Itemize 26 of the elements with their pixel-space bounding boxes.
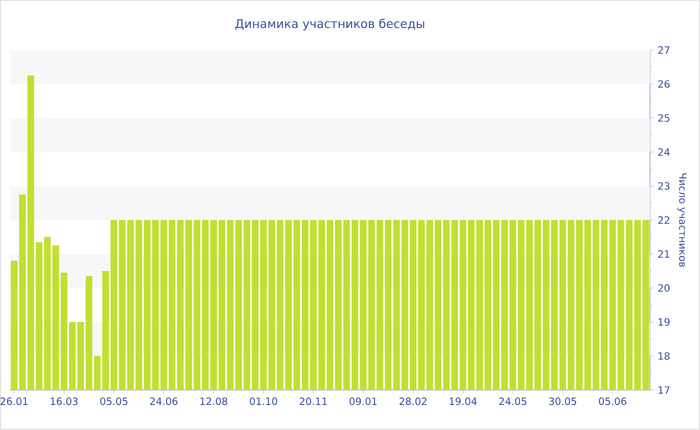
x-tick-label: 26.01: [0, 398, 28, 406]
y-tick-label: 18: [658, 352, 670, 360]
y-tick-label: 23: [658, 182, 670, 190]
y-tick-label: 24: [658, 148, 670, 156]
x-tick-label: 24.05: [499, 398, 526, 406]
x-tick-label: 09.01: [350, 398, 377, 406]
x-tick-label: 12.08: [200, 398, 228, 406]
y-tick-label: 17: [658, 386, 670, 394]
x-tick-label: 24.06: [150, 398, 178, 406]
y-tick-label: 26: [658, 80, 670, 88]
x-tick-label: 20.11: [300, 398, 327, 406]
x-tick-label: 30.05: [549, 398, 576, 406]
y-tick-label: 19: [658, 318, 670, 326]
y-tick-label: 22: [658, 216, 670, 224]
x-tick-label: 05.05: [100, 398, 128, 406]
y-tick-label: 20: [658, 284, 670, 292]
y-axis-title: Число участников: [677, 173, 686, 267]
y-tick-label: 25: [658, 114, 670, 122]
x-tick-label: 01.10: [250, 398, 278, 406]
x-tick-label: 28.02: [400, 398, 426, 406]
x-tick-label: 19.04: [450, 398, 477, 406]
y-tick-label: 27: [658, 46, 670, 54]
x-tick-label: 16.03: [50, 398, 78, 406]
x-tick-label: 05.06: [598, 398, 626, 406]
y-tick-label: 21: [658, 250, 670, 258]
chart-title: Динамика участников беседы: [235, 18, 424, 30]
